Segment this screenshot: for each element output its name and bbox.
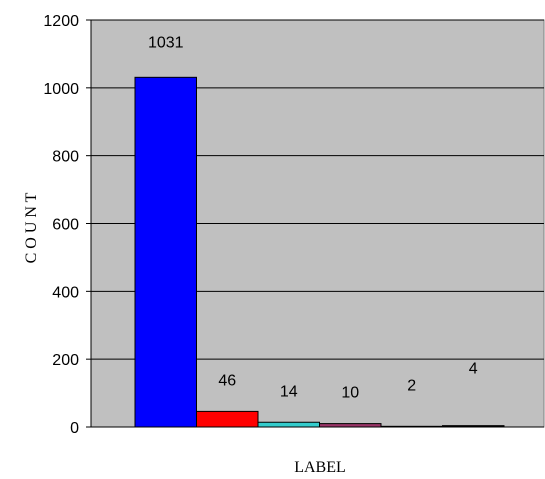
y-axis-title: C O U N T xyxy=(23,192,40,263)
bar xyxy=(319,423,382,428)
y-axis-ticks: 0 200 400 600 800 1000 1200 xyxy=(43,13,91,437)
bar-value-label: 1031 xyxy=(148,34,184,51)
bar-value-label: 4 xyxy=(469,361,478,378)
bar-value-label: 2 xyxy=(407,377,416,394)
y-tick-label: 200 xyxy=(52,352,79,369)
y-tick-label: 1000 xyxy=(43,81,79,98)
x-axis-title: LABEL xyxy=(294,459,346,476)
y-tick-label: 400 xyxy=(52,284,79,301)
bar-value-label: 46 xyxy=(218,372,236,389)
data-labels: 1031 46 14 10 2 4 xyxy=(148,34,478,401)
y-tick-label: 800 xyxy=(52,149,79,166)
bar xyxy=(257,421,320,428)
y-tick-label: 600 xyxy=(52,217,79,234)
bar xyxy=(196,410,259,428)
y-tick-label: 0 xyxy=(70,420,79,437)
y-tick-label: 1200 xyxy=(43,13,79,30)
bar-value-label: 10 xyxy=(341,385,359,402)
bars xyxy=(134,76,505,428)
bar xyxy=(134,76,197,428)
bar-value-label: 14 xyxy=(280,383,298,400)
